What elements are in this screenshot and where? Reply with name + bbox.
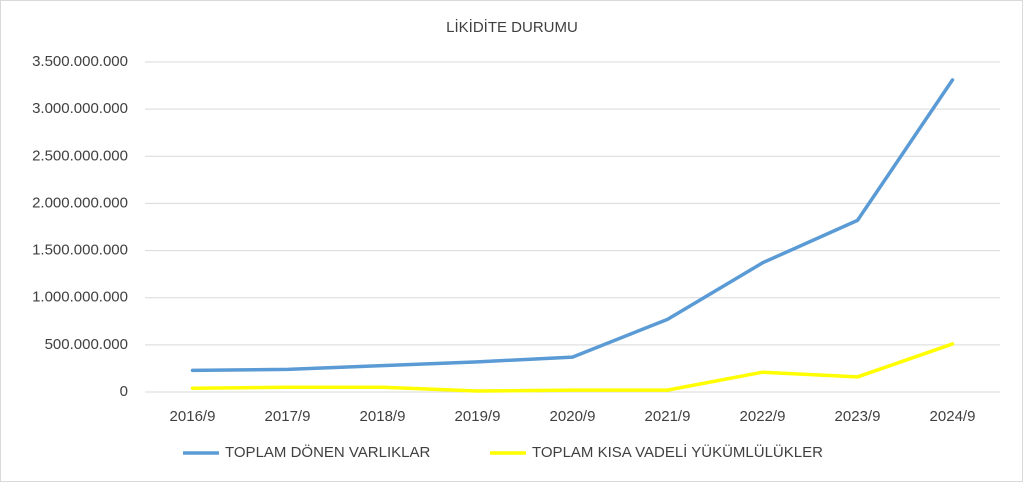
x-tick-label: 2023/9: [835, 408, 881, 425]
legend-label: TOPLAM KISA VADELİ YÜKÜMLÜLÜKLER: [532, 443, 823, 461]
x-tick-label: 2024/9: [930, 408, 976, 425]
x-tick-label: 2018/9: [360, 408, 406, 425]
x-tick-label: 2016/9: [170, 408, 216, 425]
y-tick-label: 0: [120, 383, 128, 400]
y-tick-label: 2.000.000.000: [32, 194, 128, 211]
chart-title: LİKİDİTE DURUMU: [446, 18, 578, 36]
series-line: [190, 342, 955, 393]
y-tick-label: 1.000.000.000: [32, 289, 128, 306]
x-tick-label: 2019/9: [455, 408, 501, 425]
x-tick-label: 2022/9: [740, 408, 786, 425]
y-tick-label: 1.500.000.000: [32, 242, 128, 259]
y-tick-label: 3.000.000.000: [32, 100, 128, 117]
series-line: [190, 78, 955, 373]
y-tick-label: 2.500.000.000: [32, 147, 128, 164]
x-tick-label: 2020/9: [550, 408, 596, 425]
y-tick-label: 500.000.000: [45, 336, 128, 353]
x-tick-label: 2021/9: [645, 408, 691, 425]
y-tick-label: 3.500.000.000: [32, 53, 128, 70]
x-tick-label: 2017/9: [265, 408, 311, 425]
legend-label: TOPLAM DÖNEN VARLIKLAR: [225, 443, 431, 461]
